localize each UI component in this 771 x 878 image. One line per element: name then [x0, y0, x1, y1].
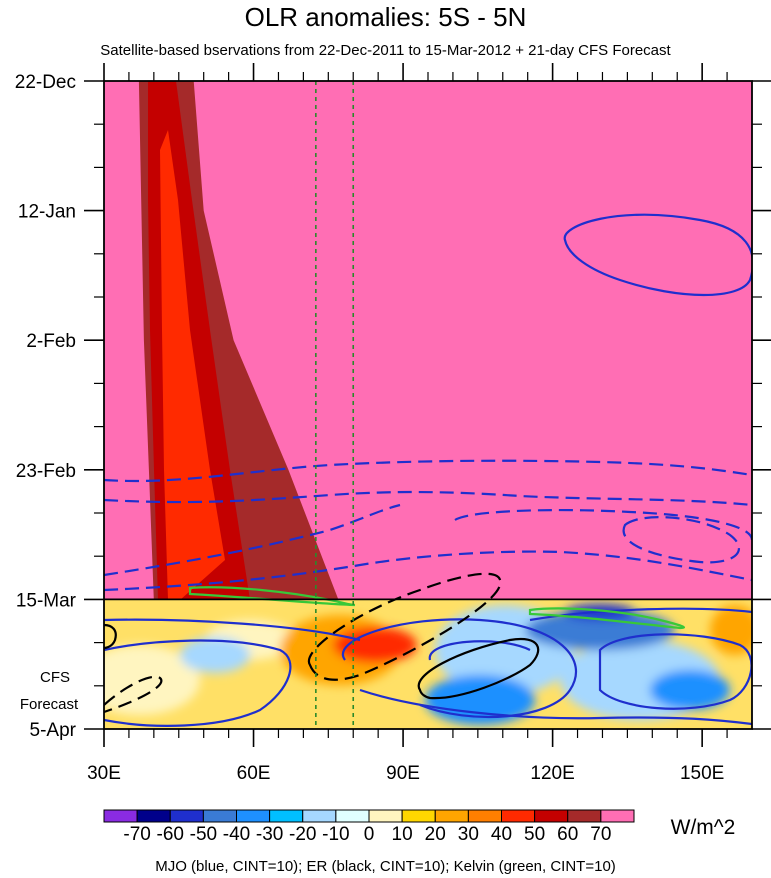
er-contour-dashed-2	[104, 675, 163, 714]
mjo-contour-fc-2	[104, 618, 361, 642]
fc-blob-orange-2	[710, 605, 752, 655]
kelvin-contour-2	[528, 607, 686, 630]
colorbar-label: -20	[289, 824, 316, 845]
forecast-label-line1: CFS	[40, 669, 70, 686]
mjo-contour-fc-5	[598, 633, 752, 710]
y-axis: 22-Dec 12-Jan 2-Feb 23-Feb 15-Mar 5-Apr	[15, 72, 771, 741]
mjo-contour-ellipse	[563, 213, 752, 297]
colorbar-unit: W/m^2	[671, 816, 736, 839]
y-tick-label: 2-Feb	[26, 331, 76, 352]
y-tick-label: 15-Mar	[16, 590, 77, 611]
mjo-contour-dashed-ellipse	[622, 516, 741, 564]
y-tick-label: 12-Jan	[18, 202, 76, 223]
colorbar: -70 -60 -50 -40 -30 -20 -10 0 10 20 30 40 50 60 70	[103, 809, 635, 845]
mjo-contour-dashed-2	[104, 490, 752, 507]
mjo-contour-dashed-3	[104, 503, 401, 577]
anomaly-band-40	[160, 130, 225, 600]
colorbar-swatch	[501, 809, 536, 823]
x-axis: 30E 60E 90E 120E 150E	[87, 63, 728, 784]
chart-footer: MJO (blue, CINT=10); ER (black, CINT=10)…	[155, 858, 616, 875]
colorbar-label: -60	[157, 824, 184, 845]
observed-region	[104, 81, 752, 601]
er-contour-solid-2	[104, 623, 117, 650]
mjo-contour-dashed-5	[104, 550, 752, 592]
x-tick-label: 30E	[87, 763, 121, 784]
colorbar-swatch	[434, 809, 469, 823]
colorbar-label: 60	[557, 824, 578, 845]
colorbar-label: 40	[491, 824, 512, 845]
colorbar-label: -30	[256, 824, 283, 845]
y-tick-label: 22-Dec	[15, 72, 76, 93]
fc-blob-blue-1	[425, 675, 535, 725]
y-tick-label: 5-Apr	[30, 720, 77, 741]
y-tick-label: 23-Feb	[16, 461, 76, 482]
colorbar-label: 0	[364, 824, 375, 845]
colorbar-swatch	[136, 809, 171, 823]
fc-blob-blue-3	[650, 670, 730, 710]
mjo-contour-dashed-4	[454, 508, 752, 541]
colorbar-swatch	[567, 809, 602, 823]
colorbar-label: -70	[123, 824, 150, 845]
x-tick-label: 120E	[530, 763, 574, 784]
mjo-contour-fc-4	[428, 640, 531, 661]
x-tick-label: 90E	[386, 763, 420, 784]
x-tick-label: 150E	[680, 763, 724, 784]
colorbar-swatch	[103, 809, 138, 823]
fc-blob-pale-1	[104, 645, 200, 715]
colorbar-label: 50	[524, 824, 545, 845]
forecast-label-line2: Forecast	[20, 696, 79, 713]
colorbar-swatch	[368, 809, 403, 823]
mjo-contour-fc-7	[359, 688, 752, 726]
chart-subtitle: Satellite-based bservations from 22-Dec-…	[100, 42, 671, 59]
colorbar-label: 70	[590, 824, 611, 845]
colorbar-swatch	[202, 809, 237, 823]
colorbar-label: -10	[322, 824, 349, 845]
colorbar-swatch	[600, 809, 635, 823]
x-tick-label: 60E	[237, 763, 271, 784]
mjo-contour-fc-1	[104, 639, 292, 727]
colorbar-swatch	[335, 809, 370, 823]
colorbar-swatch	[236, 809, 271, 823]
colorbar-swatch	[302, 809, 337, 823]
er-contour-dashed-1	[307, 572, 502, 681]
fc-blob-red	[333, 627, 417, 663]
reference-lines	[315, 81, 355, 729]
colorbar-swatch	[269, 809, 304, 823]
fc-blob-lightblue-1	[180, 637, 250, 673]
colorbar-label: 10	[392, 824, 413, 845]
fc-blob-blue-2	[525, 610, 675, 650]
colorbar-label: 20	[425, 824, 446, 845]
colorbar-label: -40	[223, 824, 250, 845]
colorbar-swatch	[169, 809, 204, 823]
colorbar-label: 30	[458, 824, 479, 845]
contour-layer	[104, 213, 752, 727]
colorbar-swatch	[534, 809, 569, 823]
mjo-contour-dashed-1	[104, 459, 752, 483]
colorbar-swatch	[401, 809, 436, 823]
colorbar-label: -50	[190, 824, 217, 845]
chart-title: OLR anomalies: 5S - 5N	[244, 2, 527, 32]
er-contour-solid-1	[417, 637, 540, 700]
colorbar-swatch	[467, 809, 502, 823]
